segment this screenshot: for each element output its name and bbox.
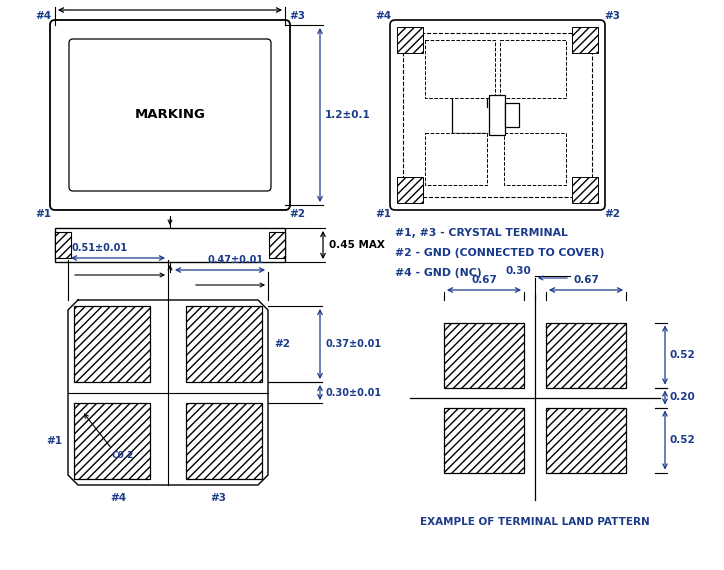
Text: #2: #2 (274, 339, 290, 349)
Bar (572, 27, 598, 53)
Bar (403, 33, 592, 197)
FancyBboxPatch shape (50, 20, 290, 210)
Bar (572, 177, 598, 203)
Text: 0.20: 0.20 (670, 393, 696, 402)
Text: 0.67: 0.67 (573, 275, 599, 285)
Bar (444, 408, 524, 473)
Text: EXAMPLE OF TERMINAL LAND PATTERN: EXAMPLE OF TERMINAL LAND PATTERN (420, 517, 650, 527)
Bar (500, 40, 566, 98)
Text: #4: #4 (110, 493, 126, 503)
Text: #3: #3 (604, 11, 620, 21)
Bar (489, 95, 505, 135)
Text: #2: #2 (289, 209, 305, 219)
Text: 0.51±0.01: 0.51±0.01 (72, 243, 128, 253)
Text: C0.2: C0.2 (112, 451, 135, 460)
Bar (505, 103, 519, 127)
Text: #4: #4 (35, 11, 51, 21)
Text: 0.30±0.01: 0.30±0.01 (325, 388, 381, 397)
Text: 0.52: 0.52 (670, 435, 696, 445)
Bar (504, 133, 566, 185)
Bar (186, 403, 262, 479)
Text: #1: #1 (375, 209, 391, 219)
Text: #1: #1 (35, 209, 51, 219)
Text: #3: #3 (210, 493, 226, 503)
Bar (444, 323, 524, 388)
Bar (74, 403, 150, 479)
FancyBboxPatch shape (69, 39, 271, 191)
Bar (269, 232, 285, 258)
Text: 0.52: 0.52 (670, 350, 696, 360)
Text: 0.45 MAX: 0.45 MAX (329, 240, 385, 250)
Text: #3: #3 (289, 11, 305, 21)
Text: 0.47±0.01: 0.47±0.01 (208, 255, 264, 265)
Text: #4: #4 (375, 11, 391, 21)
Text: MARKING: MARKING (135, 108, 206, 121)
Text: 0.37±0.01: 0.37±0.01 (325, 339, 381, 349)
Bar (55, 228, 285, 262)
Bar (397, 177, 423, 203)
Bar (546, 323, 626, 388)
Bar (186, 306, 262, 382)
Text: 0.67: 0.67 (471, 275, 497, 285)
Bar (546, 408, 626, 473)
Text: #2: #2 (604, 209, 620, 219)
Text: #4 - GND (NC): #4 - GND (NC) (395, 268, 481, 278)
Text: #1, #3 - CRYSTAL TERMINAL: #1, #3 - CRYSTAL TERMINAL (395, 228, 568, 238)
Bar (425, 133, 487, 185)
Bar (55, 232, 71, 258)
Text: #2 - GND (CONNECTED TO COVER): #2 - GND (CONNECTED TO COVER) (395, 248, 605, 258)
Text: #1: #1 (46, 436, 62, 446)
Bar (74, 306, 150, 382)
Bar (425, 40, 495, 98)
Text: 1.2±0.1: 1.2±0.1 (325, 110, 371, 120)
FancyBboxPatch shape (390, 20, 605, 210)
Bar (397, 27, 423, 53)
Text: 0.30: 0.30 (505, 266, 531, 276)
